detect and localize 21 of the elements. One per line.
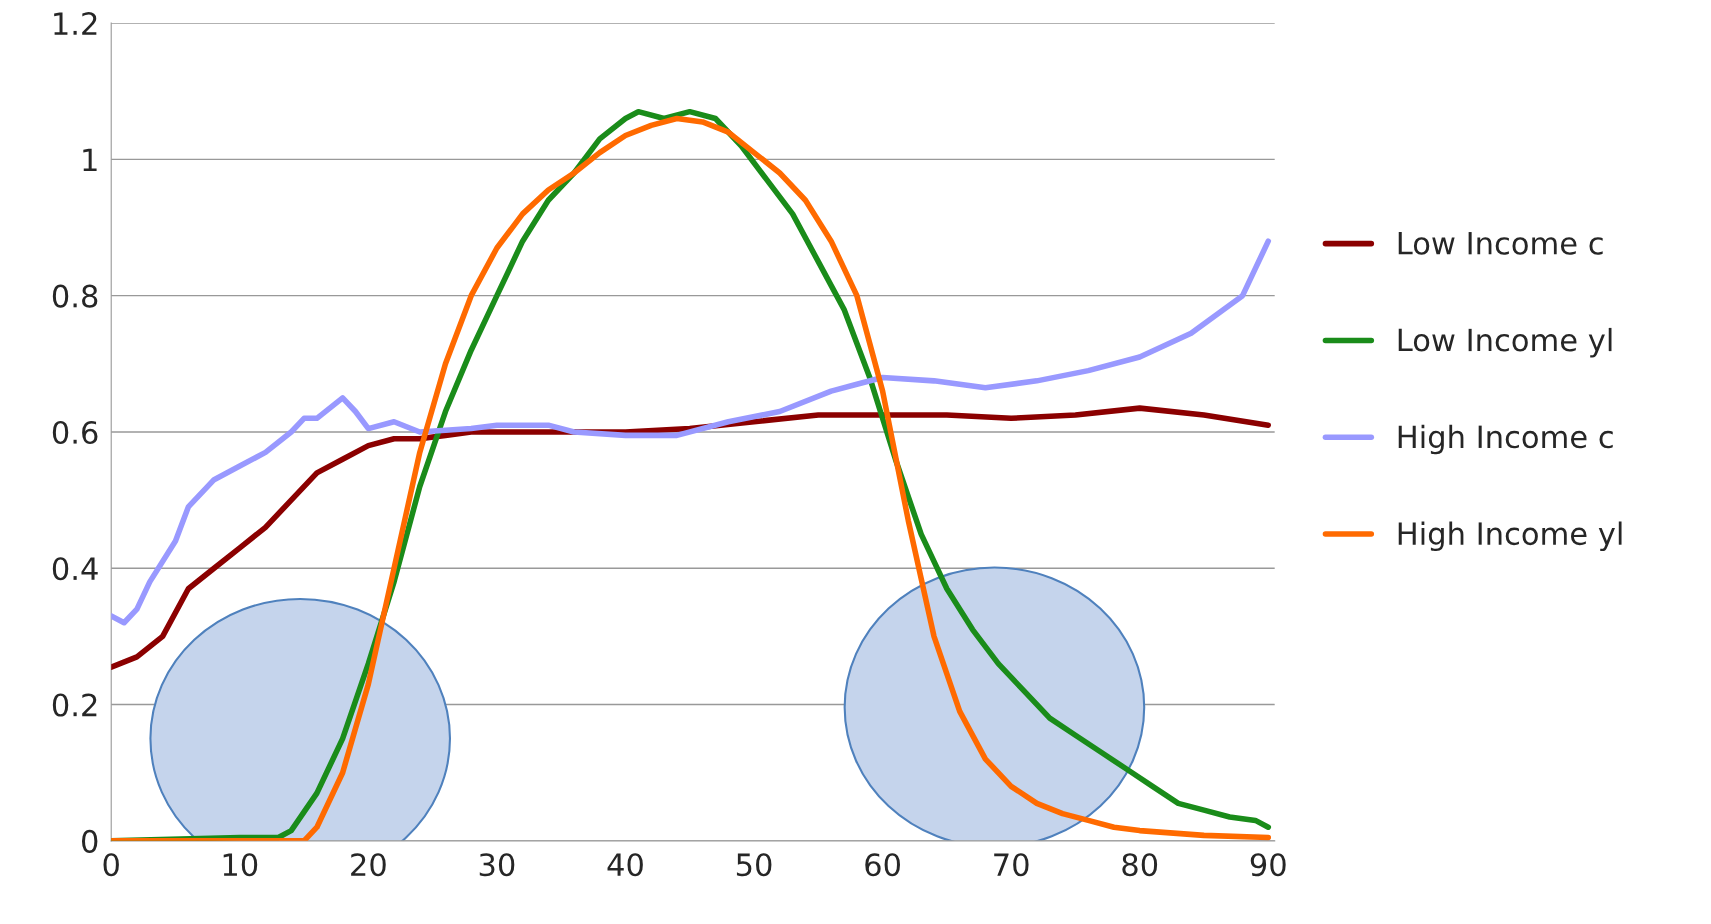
y-tick-label: 0.6 xyxy=(52,420,98,445)
legend-label: Low Income c xyxy=(1398,232,1603,255)
x-tick-label: 60 xyxy=(865,853,900,877)
x-tick-label: 30 xyxy=(479,853,515,877)
y-tick-label: 0 xyxy=(81,829,98,853)
y-tick-label: 0.4 xyxy=(52,557,98,581)
x-tick-label: 10 xyxy=(223,853,258,877)
y-tick-label: 1 xyxy=(83,148,97,171)
x-tick-label: 20 xyxy=(351,853,386,877)
x-tick-label: 70 xyxy=(994,853,1029,877)
legend-label: High Income yl xyxy=(1398,521,1622,552)
y-tick-label: 1.2 xyxy=(54,12,97,35)
x-tick-label: 40 xyxy=(607,853,643,877)
x-tick-label: 90 xyxy=(1250,853,1286,877)
x-tick-label: 50 xyxy=(736,853,772,877)
legend-label: High Income c xyxy=(1398,424,1613,455)
y-tick-label: 0.2 xyxy=(52,693,97,717)
x-tick-label: 0 xyxy=(103,853,119,877)
x-tick-label: 80 xyxy=(1122,853,1158,877)
legend-label: Low Income yl xyxy=(1398,327,1612,358)
y-tick-label: 0.8 xyxy=(52,284,98,308)
